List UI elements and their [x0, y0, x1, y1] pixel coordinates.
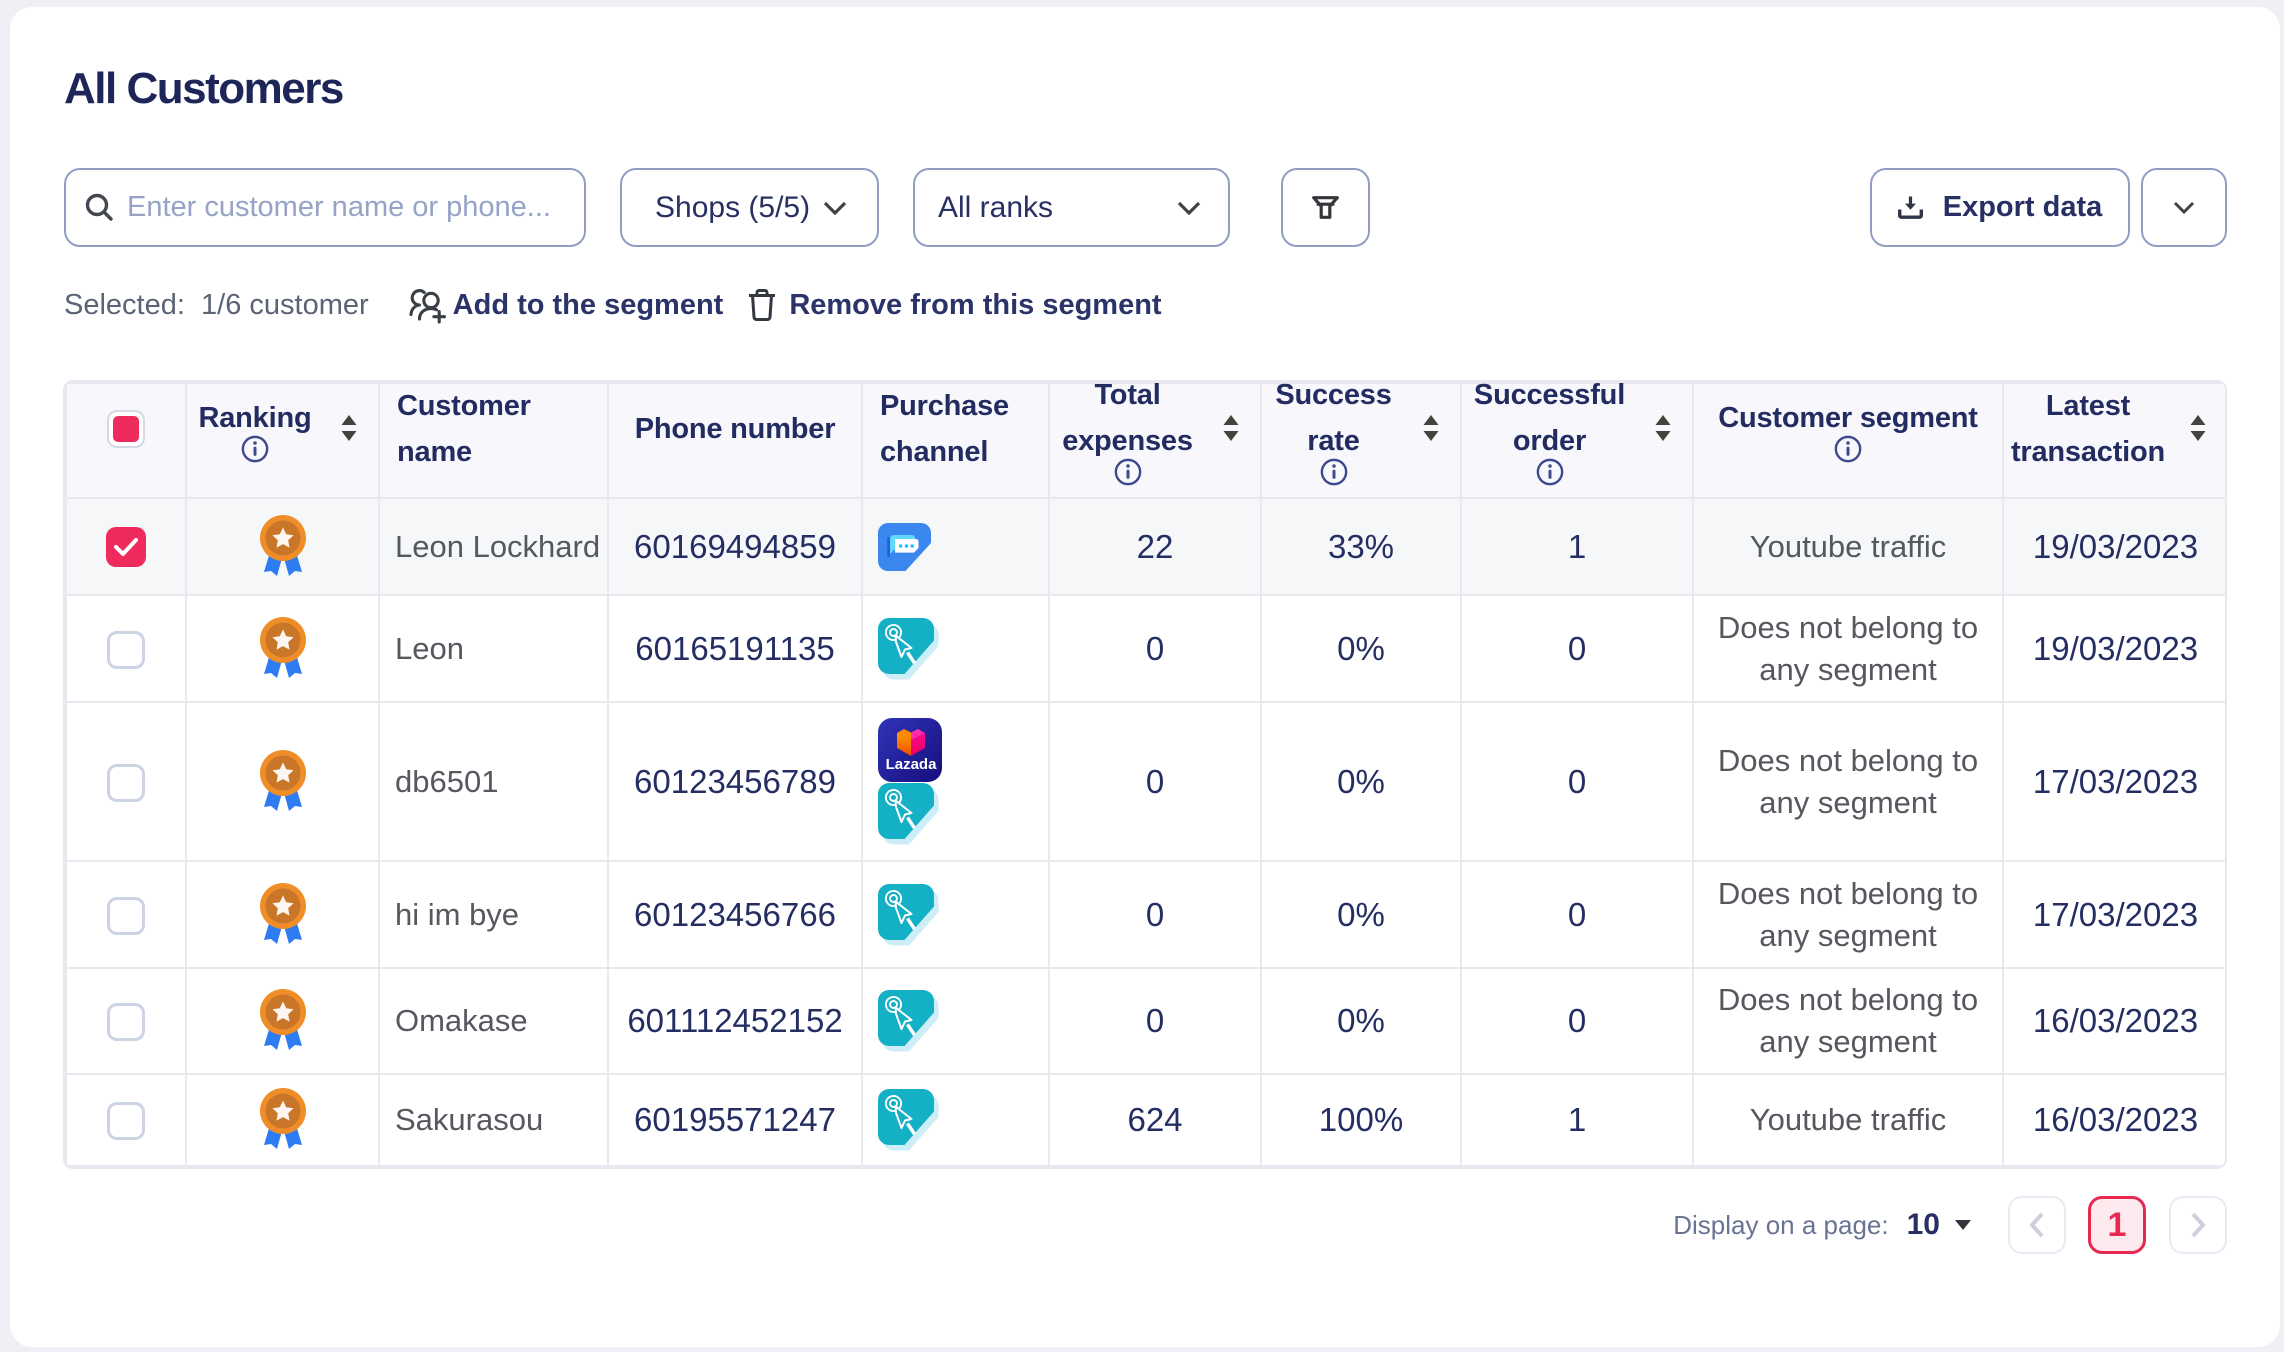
svg-text:Lazada: Lazada	[886, 756, 938, 773]
